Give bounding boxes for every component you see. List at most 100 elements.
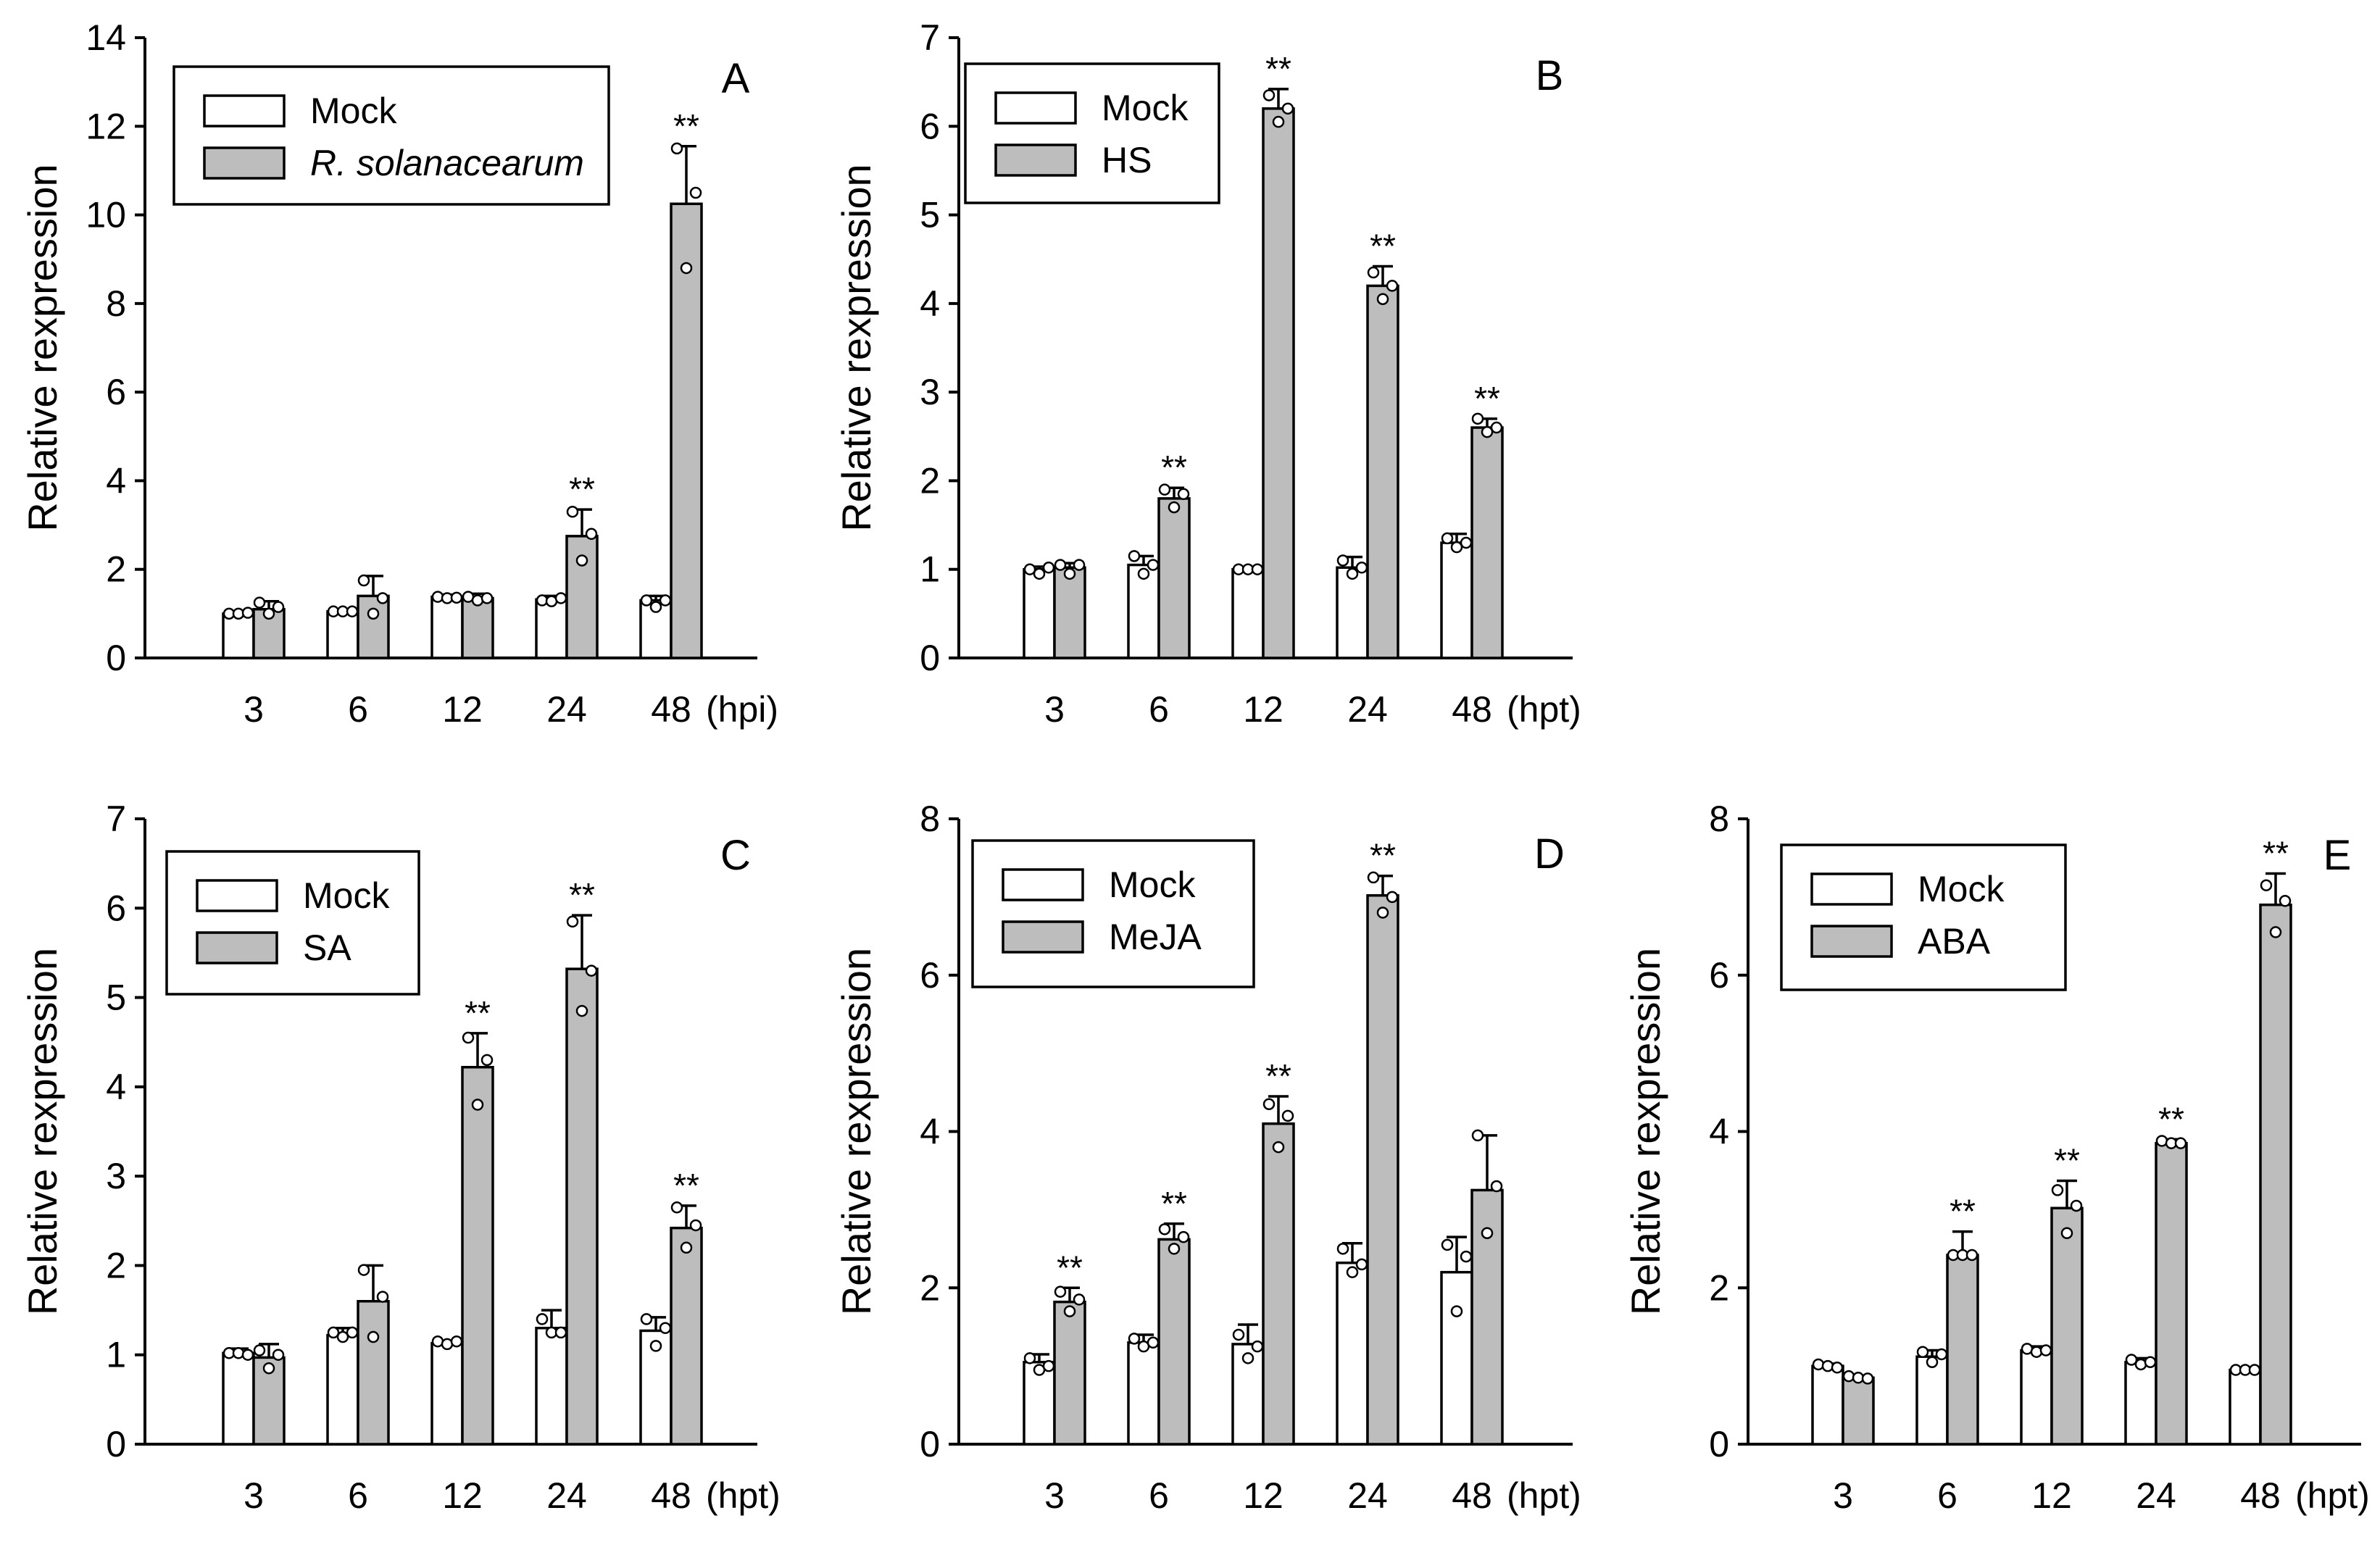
significance-mark: ** (2158, 1100, 2184, 1138)
bar-mock (535, 1326, 568, 1446)
y-tick-label: 0 (1709, 1424, 1729, 1464)
replicate-point (554, 592, 567, 604)
legend-swatch-mock (994, 91, 1077, 125)
replicate-point (1831, 1362, 1844, 1374)
x-unit-label: (hpt) (1507, 1475, 1581, 1516)
panel-letter: C (720, 832, 751, 879)
y-axis-label: Relative rexpression (20, 164, 65, 531)
replicate-point (1935, 1348, 1948, 1361)
replicate-point (272, 1349, 285, 1361)
replicate-point (1450, 1305, 1463, 1317)
replicate-point (1023, 563, 1036, 575)
replicate-point (480, 592, 494, 604)
bar-mock (1440, 541, 1473, 659)
bar-mock (1915, 1355, 1949, 1446)
replicate-point (689, 1219, 702, 1232)
replicate-point (1137, 567, 1150, 580)
y-tick-label: 4 (920, 283, 940, 324)
replicate-point (1481, 425, 1494, 438)
bar-treatment (1262, 1122, 1295, 1446)
bar-mock (1811, 1364, 1844, 1446)
y-tick-label: 0 (106, 638, 126, 678)
replicate-point (357, 1264, 370, 1276)
x-tick-label: 24 (546, 1475, 587, 1516)
significance-mark: ** (569, 876, 595, 914)
panel-letter: E (2323, 832, 2352, 879)
replicate-point (1386, 280, 1399, 292)
y-tick-label: 10 (86, 195, 126, 236)
bar-treatment (461, 596, 494, 659)
replicate-point (346, 1326, 359, 1339)
replicate-point (262, 1362, 275, 1375)
replicate-point (1490, 421, 1503, 434)
replicate-point (649, 601, 662, 613)
significance-mark: ** (2263, 835, 2289, 872)
legend-label: Mock (1918, 869, 2005, 909)
x-tick-label: 12 (442, 689, 483, 730)
replicate-point (680, 262, 693, 275)
replicate-point (262, 607, 275, 620)
bar-treatment (461, 1065, 494, 1446)
x-tick-label: 24 (2136, 1475, 2176, 1516)
replicate-point (1441, 532, 1454, 545)
y-tick-label: 4 (920, 1112, 940, 1152)
replicate-point (1262, 89, 1276, 101)
x-unit-label: (hpt) (706, 1475, 781, 1516)
replicate-point (1367, 266, 1380, 279)
y-tick-label: 2 (106, 1245, 126, 1285)
legend-label: HS (1102, 140, 1152, 180)
replicate-point (566, 915, 579, 928)
legend-box (971, 839, 1255, 988)
y-tick-label: 2 (1709, 1267, 1729, 1308)
bar-treatment (1946, 1254, 1979, 1446)
replicate-point (566, 505, 579, 518)
replicate-point (1054, 1285, 1067, 1298)
legend-label: Mock (1102, 88, 1189, 128)
x-tick-label: 6 (1937, 1475, 1957, 1516)
legend-label: Mock (1109, 864, 1196, 905)
replicate-point (450, 591, 463, 604)
x-tick-label: 24 (1347, 1475, 1388, 1516)
x-tick-label: 12 (1243, 1475, 1283, 1516)
replicate-point (2269, 926, 2282, 938)
bar-mock (535, 598, 568, 659)
replicate-point (1168, 1243, 1181, 1255)
replicate-point (431, 591, 444, 603)
bar-treatment (565, 967, 599, 1446)
bar-mock (222, 1351, 255, 1446)
replicate-point (1251, 1340, 1264, 1353)
replicate-point (2144, 1356, 2157, 1368)
bar-treatment (1366, 893, 1399, 1446)
y-tick-label: 1 (920, 549, 940, 590)
significance-mark: ** (1161, 449, 1187, 486)
y-tick-label: 8 (1709, 799, 1729, 839)
replicate-point (2070, 1199, 2083, 1212)
replicate-point (480, 1054, 494, 1067)
replicate-point (585, 964, 598, 977)
y-tick-label: 7 (106, 799, 126, 839)
x-tick-label: 6 (348, 689, 368, 730)
significance-mark: ** (673, 107, 699, 145)
bar-mock (2229, 1368, 2262, 1446)
replicate-point (367, 607, 380, 620)
y-tick-label: 5 (106, 978, 126, 1018)
replicate-point (1386, 891, 1399, 904)
y-tick-label: 3 (920, 372, 940, 412)
legend-swatch-treatment (196, 931, 278, 964)
bar-treatment (1366, 284, 1399, 659)
replicate-point (471, 594, 484, 607)
replicate-point (1281, 1109, 1294, 1122)
replicate-point (1355, 1258, 1368, 1271)
replicate-point (471, 1099, 484, 1111)
x-tick-label: 48 (2240, 1475, 2281, 1516)
replicate-point (649, 1340, 662, 1352)
replicate-point (689, 186, 702, 199)
y-axis-label: Relative rexpression (833, 948, 879, 1315)
replicate-point (585, 528, 598, 541)
bar-treatment (357, 1299, 390, 1446)
replicate-point (1158, 1223, 1171, 1235)
x-tick-label: 48 (1452, 1475, 1492, 1516)
